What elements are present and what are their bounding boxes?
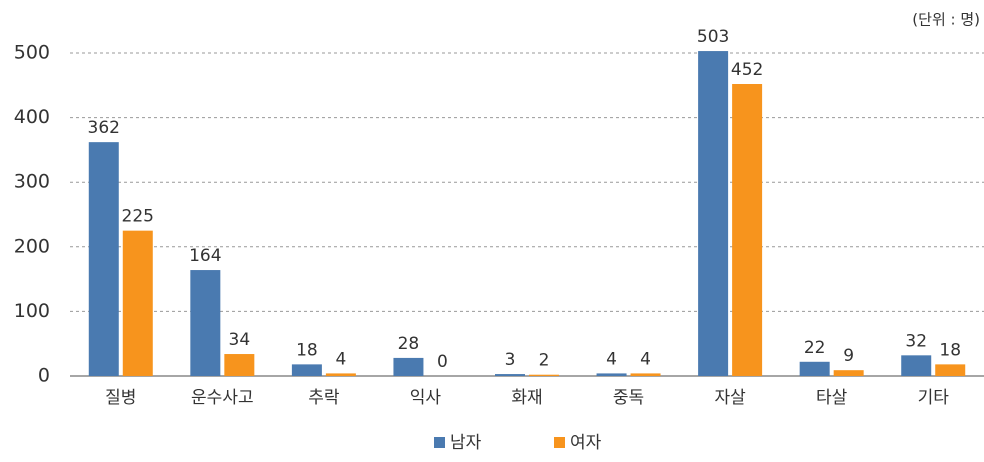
x-tick-label: 익사 <box>410 388 442 408</box>
value-label: 164 <box>189 246 221 266</box>
bar <box>732 84 763 377</box>
value-label: 18 <box>939 340 961 360</box>
value-label: 225 <box>122 207 154 227</box>
value-label: 9 <box>843 346 854 366</box>
bar <box>901 355 932 376</box>
value-label: 22 <box>804 338 826 358</box>
value-label: 32 <box>905 331 927 351</box>
y-tick-label: 100 <box>14 300 50 322</box>
value-label: 362 <box>88 118 120 138</box>
value-label: 34 <box>229 330 251 350</box>
y-tick-label: 200 <box>14 235 50 257</box>
y-tick-label: 300 <box>14 171 50 193</box>
bar <box>596 373 627 376</box>
x-tick-label: 자살 <box>714 388 746 408</box>
value-label: 2 <box>539 351 550 371</box>
legend-label: 여자 <box>570 433 602 453</box>
value-label: 28 <box>398 334 420 354</box>
value-label: 4 <box>640 349 651 369</box>
x-tick-label: 추락 <box>308 388 340 408</box>
bar <box>698 51 729 376</box>
legend-swatch <box>554 437 565 448</box>
legend-swatch <box>434 437 445 448</box>
x-tick-label: 질병 <box>105 388 136 408</box>
y-tick-label: 500 <box>14 42 50 64</box>
legend-label: 남자 <box>450 433 482 453</box>
bar <box>88 142 119 376</box>
bar <box>291 364 322 376</box>
value-label: 503 <box>697 27 729 47</box>
value-label: 4 <box>606 349 617 369</box>
value-label: 4 <box>335 349 346 369</box>
unit-note: (단위 : 명) <box>912 11 980 29</box>
y-tick-label: 400 <box>14 106 50 128</box>
x-tick-label: 화재 <box>511 388 542 408</box>
y-tick-label: 0 <box>38 365 50 387</box>
bar <box>799 361 830 376</box>
value-label: 18 <box>296 340 318 360</box>
value-label: 0 <box>437 352 448 372</box>
bar <box>630 373 661 376</box>
x-tick-label: 중독 <box>613 388 644 408</box>
x-tick-label: 기타 <box>918 388 950 408</box>
value-label: 452 <box>731 60 763 80</box>
bar <box>190 270 221 376</box>
bar <box>935 364 966 376</box>
bar <box>224 354 255 376</box>
bar <box>495 374 525 376</box>
bar <box>529 374 559 376</box>
x-tick-label: 타살 <box>816 388 848 408</box>
bar <box>325 373 356 376</box>
value-label: 3 <box>505 350 516 370</box>
bar <box>122 230 153 376</box>
x-tick-label: 운수사고 <box>191 388 254 408</box>
bar <box>833 370 864 376</box>
bar <box>393 357 424 376</box>
